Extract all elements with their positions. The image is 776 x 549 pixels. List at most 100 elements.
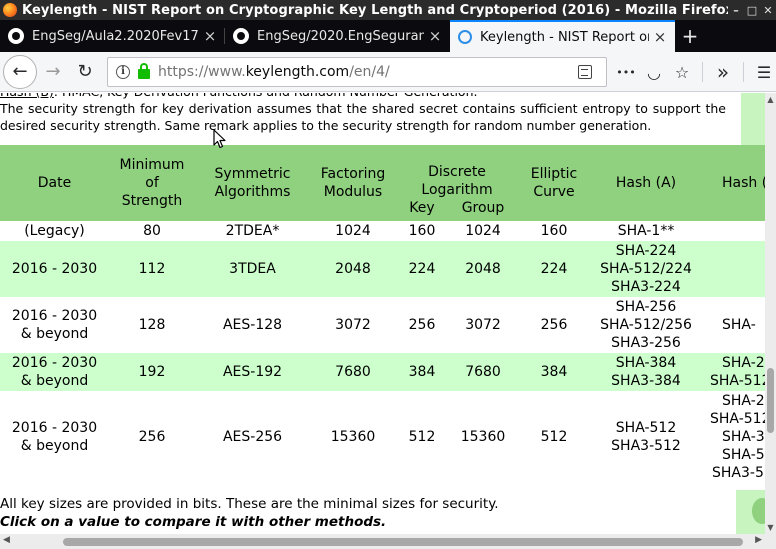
title-bar: Keylength - NIST Report on Cryptographic… [0, 0, 776, 20]
header-dlog-key: Key [396, 199, 448, 221]
cell-dlog-group[interactable]: 3072 [448, 297, 519, 353]
cell-date: 2016 - 2030 [0, 241, 109, 297]
cell-factoring[interactable]: 3072 [310, 297, 396, 353]
cell-dlog-key[interactable]: 512 [396, 391, 448, 483]
close-tab-icon[interactable]: × [428, 27, 442, 45]
footer-text: All key sizes are provided in bits. Thes… [0, 495, 499, 531]
header-elliptic: Elliptic Curve [518, 145, 591, 221]
cell-hash-a[interactable]: SHA-384 SHA3-384 [590, 353, 703, 391]
header-min-strength: Minimum of Strength [109, 145, 195, 221]
tab-engseg-2020[interactable]: EngSeg/2020.EngSeguran × [225, 20, 450, 52]
keylength-favicon-icon [458, 30, 472, 44]
cell-hash-a[interactable]: SHA-1** [590, 221, 703, 241]
cell-dlog-key[interactable]: 256 [396, 297, 448, 353]
cell-dlog-key[interactable]: 224 [396, 241, 448, 297]
compare-hint: Click on a value to compare it with othe… [0, 514, 387, 530]
horizontal-scrollbar[interactable]: ◀ ▶ [0, 534, 776, 549]
tab-label: Keylength - NIST Report on [480, 29, 649, 45]
url-text[interactable]: https://www.keylength.com/en/4/ [158, 64, 390, 80]
cell-symmetric[interactable]: AES-256 [195, 391, 310, 483]
cell-hash-b[interactable]: SHA-2 SHA-512 SHA-3 SHA-5 SHA3-5 [702, 391, 765, 483]
github-icon [8, 28, 24, 44]
cell-symmetric[interactable]: 2TDEA* [195, 221, 310, 241]
restore-button[interactable]: □ [746, 3, 758, 17]
tab-label: EngSeg/Aula2.2020Fev17 [32, 28, 199, 44]
intro-text: Hash (B): HMAC, Key Derivation Functions… [0, 93, 730, 145]
key-size-note: All key sizes are provided in bits. Thes… [0, 496, 499, 512]
cell-dlog-key[interactable]: 160 [396, 221, 448, 241]
cell-factoring[interactable]: 1024 [310, 221, 396, 241]
bookmark-star-icon[interactable]: ☆ [674, 62, 690, 82]
site-info-icon[interactable]: i [116, 65, 130, 79]
cell-date: (Legacy) [0, 221, 109, 241]
horizontal-scroll-thumb[interactable] [63, 538, 743, 546]
tab-keylength[interactable]: Keylength - NIST Report on × [450, 20, 675, 52]
table-row: 2016 - 2030 & beyond 128 AES-128 3072 256… [0, 297, 765, 353]
cell-elliptic[interactable]: 224 [518, 241, 591, 297]
cell-elliptic[interactable]: 256 [518, 297, 591, 353]
cell-dlog-group[interactable]: 2048 [448, 241, 519, 297]
url-bar[interactable]: i https://www.keylength.com/en/4/ [107, 57, 607, 87]
cell-elliptic[interactable]: 512 [518, 391, 591, 483]
cell-hash-a[interactable]: SHA-224 SHA-512/224 SHA3-224 [590, 241, 703, 297]
close-tab-icon[interactable]: × [203, 27, 217, 45]
header-date: Date [0, 145, 109, 221]
cell-symmetric[interactable]: AES-192 [195, 353, 310, 391]
cell-hash-a[interactable]: SHA-512 SHA3-512 [590, 391, 703, 483]
reload-button[interactable]: ↻ [77, 61, 93, 82]
cell-hash-b[interactable] [702, 221, 765, 241]
cell-elliptic[interactable]: 384 [518, 353, 591, 391]
cell-symmetric[interactable]: AES-128 [195, 297, 310, 353]
cell-hash-b[interactable]: SHA-2 SHA-512 [702, 353, 765, 391]
close-tab-icon[interactable]: × [653, 28, 667, 46]
page-actions-icon[interactable]: ••• [616, 65, 636, 79]
cell-hash-b[interactable]: SHA- [702, 297, 765, 353]
header-dlog-group: Group [448, 199, 519, 221]
vertical-scroll-thumb[interactable] [767, 368, 774, 433]
header-factoring: Factoring Modulus [310, 145, 396, 221]
scroll-right-icon[interactable]: ▶ [755, 535, 762, 545]
cell-dlog-group[interactable]: 7680 [448, 353, 519, 391]
scroll-up-icon[interactable]: ▲ [767, 95, 774, 104]
cell-factoring[interactable]: 7680 [310, 353, 396, 391]
tab-engseg-aula2[interactable]: EngSeg/Aula2.2020Fev17 × [0, 20, 225, 52]
scroll-down-icon[interactable]: ▼ [767, 523, 774, 532]
cell-strength[interactable]: 192 [109, 353, 195, 391]
toolbar-separator [743, 62, 744, 82]
cell-strength[interactable]: 256 [109, 391, 195, 483]
close-window-button[interactable]: ✕ [763, 3, 773, 17]
forward-button[interactable]: → [45, 61, 61, 82]
cell-dlog-key[interactable]: 384 [396, 353, 448, 391]
cell-symmetric[interactable]: 3TDEA [195, 241, 310, 297]
key-derivation-remark: The security strength for key derivation… [0, 101, 726, 133]
cell-factoring[interactable]: 15360 [310, 391, 396, 483]
footer-notes: All key sizes are provided in bits. Thes… [0, 483, 765, 534]
minimize-button[interactable]: – [733, 3, 739, 17]
padlock-icon[interactable] [138, 63, 150, 79]
cell-hash-b[interactable] [702, 241, 765, 297]
cell-hash-a[interactable]: SHA-256 SHA-512/256 SHA3-256 [590, 297, 703, 353]
cell-factoring[interactable]: 2048 [310, 241, 396, 297]
pocket-icon[interactable]: ◡ [647, 62, 661, 82]
cell-strength[interactable]: 112 [109, 241, 195, 297]
overflow-chevron-icon[interactable]: » [716, 60, 730, 84]
toolbar-separator [702, 62, 703, 82]
scroll-left-icon[interactable]: ◀ [3, 535, 10, 545]
hash-b-link[interactable]: Hash (B) [0, 93, 54, 99]
header-symmetric: Symmetric Algorithms [195, 145, 310, 221]
header-hash-a: Hash (A) [590, 145, 703, 221]
reader-view-icon[interactable] [578, 65, 592, 79]
new-tab-button[interactable]: + [681, 24, 699, 48]
toolbar-right: ••• ◡ ☆ » ☰ [612, 56, 776, 88]
side-panel-strip [737, 93, 765, 145]
cell-strength[interactable]: 80 [109, 221, 195, 241]
header-hash-b: Hash ( [702, 145, 765, 221]
cell-elliptic[interactable]: 160 [518, 221, 591, 241]
cell-date: 2016 - 2030 & beyond [0, 353, 109, 391]
hamburger-menu-icon[interactable]: ☰ [756, 62, 772, 82]
cell-dlog-group[interactable]: 1024 [448, 221, 519, 241]
cell-dlog-group[interactable]: 15360 [448, 391, 519, 483]
vertical-scrollbar[interactable]: ▲ ▼ [765, 93, 776, 534]
back-button[interactable]: ← [3, 54, 37, 89]
cell-strength[interactable]: 128 [109, 297, 195, 353]
